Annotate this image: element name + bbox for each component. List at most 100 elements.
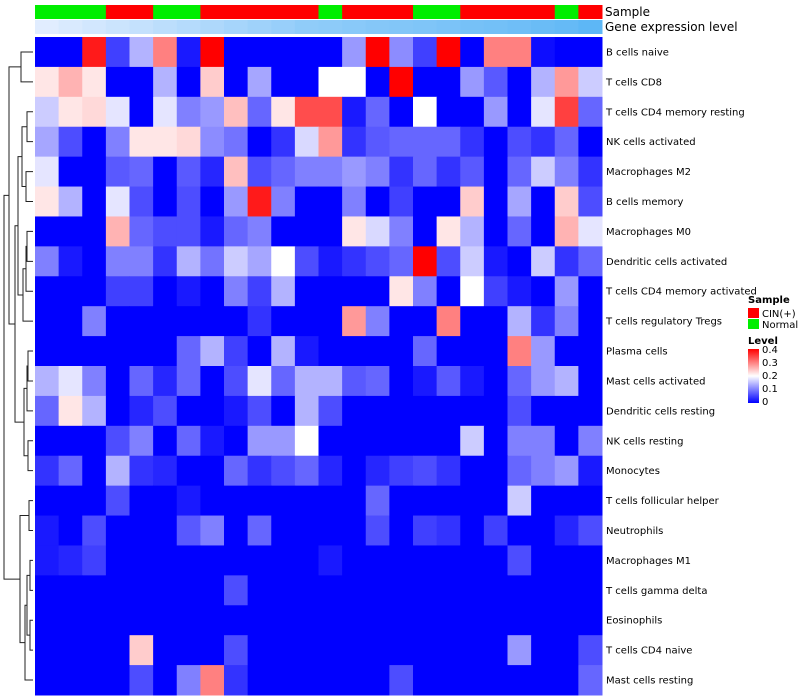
- heatmap-cell: [318, 575, 343, 606]
- gene-annotation-cell: [365, 20, 390, 34]
- heatmap-cell: [247, 395, 272, 427]
- heatmap-cell: [105, 66, 130, 98]
- heatmap-cell: [554, 37, 579, 68]
- sample-annotation-label: Sample: [605, 5, 650, 19]
- heatmap-cell: [153, 186, 178, 217]
- heatmap-cell: [35, 306, 60, 337]
- heatmap-cell: [578, 126, 603, 158]
- dendrogram-branch: [26, 111, 33, 143]
- heatmap-cell: [200, 665, 225, 696]
- heatmap-cell: [82, 186, 107, 217]
- heatmap-cell: [200, 37, 225, 68]
- heatmap-cell: [82, 306, 107, 337]
- heatmap-cell: [294, 96, 319, 128]
- heatmap-cell: [153, 635, 178, 666]
- heatmap-cell: [105, 306, 130, 337]
- heatmap-cell: [105, 276, 130, 307]
- dendrogram-branch: [20, 51, 33, 83]
- heatmap-cell: [365, 366, 390, 397]
- heatmap-cell: [483, 306, 508, 337]
- heatmap-cell: [271, 186, 296, 217]
- legend-level-title: Level: [748, 336, 778, 347]
- heatmap-cell: [460, 485, 485, 517]
- heatmap-cell: [578, 366, 603, 397]
- heatmap-cell: [342, 515, 367, 546]
- heatmap-cell: [365, 306, 390, 337]
- row-label: T cells follicular helper: [605, 496, 720, 507]
- heatmap-cell: [247, 216, 272, 247]
- sample-annotation-cell: [507, 5, 532, 19]
- heatmap-cell: [247, 126, 272, 158]
- heatmap-cell: [342, 156, 367, 188]
- heatmap-cell: [436, 545, 461, 576]
- dendrogram-branch: [14, 225, 24, 423]
- heatmap-cell: [176, 395, 201, 427]
- heatmap-cell: [389, 575, 414, 606]
- heatmap-cell: [105, 366, 130, 397]
- sample-annotation-cell: [483, 5, 508, 19]
- heatmap-cell: [200, 366, 225, 397]
- dendrogram-branch: [26, 230, 33, 262]
- heatmap-cell: [389, 66, 414, 98]
- heatmap-cell: [224, 485, 249, 517]
- heatmap-cell: [389, 665, 414, 696]
- row-label: Mast cells resting: [606, 676, 693, 687]
- heatmap-cell: [82, 246, 107, 277]
- heatmap-cell: [507, 246, 532, 277]
- row-label: T cells CD4 memory activated: [605, 287, 757, 298]
- heatmap-cell: [413, 575, 438, 606]
- heatmap-cell: [82, 575, 107, 606]
- heatmap-cell: [200, 216, 225, 247]
- row-label: T cells CD4 naive: [605, 646, 692, 657]
- heatmap-cell: [224, 186, 249, 217]
- heatmap-cell: [153, 485, 178, 517]
- row-label: T cells regulatory Tregs: [605, 317, 722, 328]
- heatmap-cell: [365, 216, 390, 247]
- heatmap-cell: [460, 276, 485, 307]
- heatmap-cell: [460, 306, 485, 337]
- heatmap-cell: [483, 545, 508, 576]
- heatmap-cell: [271, 395, 296, 427]
- heatmap-cell: [271, 216, 296, 247]
- heatmap-cell: [224, 66, 249, 98]
- heatmap-cell: [389, 156, 414, 188]
- heatmap-cell: [507, 276, 532, 307]
- row-label: Plasma cells: [606, 347, 668, 358]
- heatmap-cell: [35, 575, 60, 606]
- heatmap-cell: [365, 37, 390, 68]
- heatmap-cell: [105, 575, 130, 606]
- heatmap-cell: [271, 66, 296, 98]
- heatmap-cell: [294, 455, 319, 487]
- heatmap-cell: [294, 186, 319, 217]
- row-label: Macrophages M2: [606, 167, 691, 178]
- heatmap-cell: [531, 366, 556, 397]
- heatmap-cell: [436, 395, 461, 427]
- heatmap-cell: [82, 276, 107, 307]
- heatmap-cell: [294, 156, 319, 188]
- heatmap-cell: [483, 246, 508, 277]
- heatmap-cell: [82, 37, 107, 68]
- heatmap-cell: [342, 455, 367, 487]
- sample-annotation-bar: [35, 5, 603, 19]
- legend-level-tick-1: 0.3: [762, 358, 778, 369]
- row-label: NK cells resting: [606, 436, 683, 447]
- dendrogram-branch: [28, 500, 33, 531]
- heatmap-cell: [58, 276, 83, 307]
- heatmap-cell: [389, 605, 414, 636]
- heatmap-cell: [578, 306, 603, 337]
- heatmap-cell: [318, 665, 343, 696]
- heatmap-cell: [389, 455, 414, 487]
- heatmap-cell: [365, 635, 390, 666]
- heatmap-cell: [460, 216, 485, 247]
- row-dendrogram: [3, 51, 33, 681]
- heatmap-cell: [507, 306, 532, 337]
- heatmap-cell: [460, 635, 485, 666]
- heatmap-cell: [531, 395, 556, 427]
- heatmap-cell: [554, 455, 579, 487]
- heatmap-cell: [58, 37, 83, 68]
- heatmap-cell: [531, 336, 556, 367]
- heatmap-cell: [271, 545, 296, 576]
- heatmap-cell: [200, 276, 225, 307]
- heatmap-cell: [342, 37, 367, 68]
- heatmap-cell: [531, 515, 556, 546]
